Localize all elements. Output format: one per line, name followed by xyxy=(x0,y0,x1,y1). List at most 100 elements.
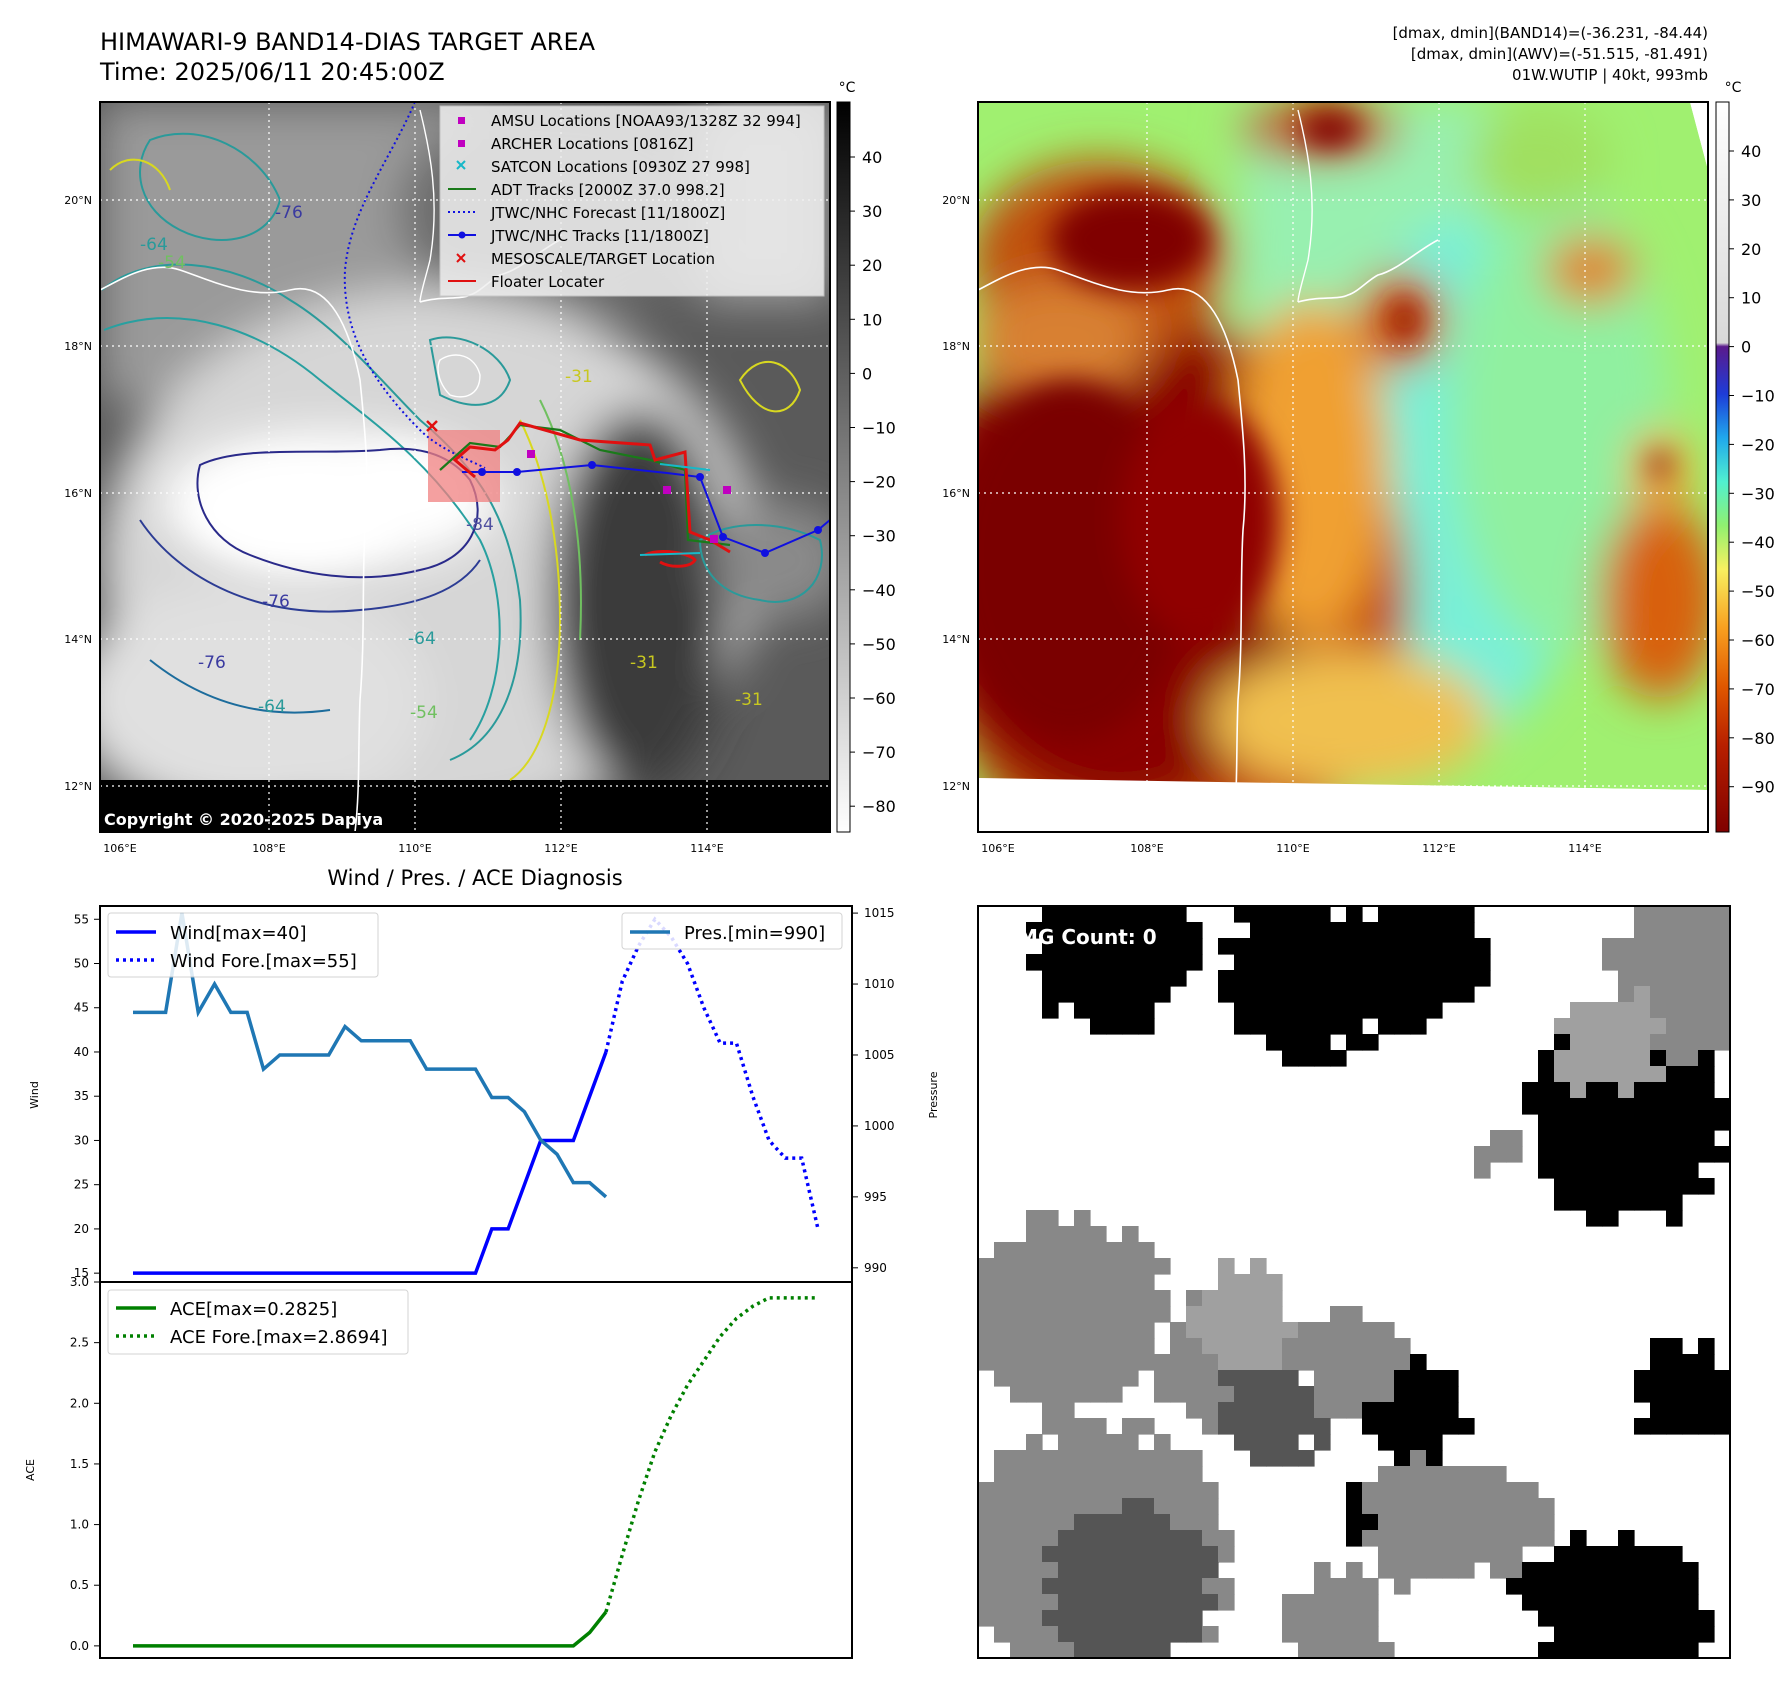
wmg-cell xyxy=(1650,1066,1667,1083)
wmg-cell xyxy=(1666,970,1683,987)
wmg-cell xyxy=(1666,1386,1683,1403)
wmg-cell xyxy=(1074,1498,1091,1515)
wmg-cell xyxy=(1090,1290,1107,1307)
wmg-cell xyxy=(1058,1322,1075,1339)
svg-text:°C: °C xyxy=(839,80,856,96)
wmg-cell xyxy=(1410,1498,1427,1515)
wmg-cell xyxy=(1298,1594,1315,1611)
wmg-cell xyxy=(1442,1482,1459,1499)
wmg-cell xyxy=(1250,1002,1267,1019)
wmg-cell xyxy=(1218,1594,1235,1611)
wmg-cell xyxy=(1506,1530,1523,1547)
wmg-cell xyxy=(1666,1082,1683,1099)
wmg-cell xyxy=(1298,1338,1315,1355)
wmg-cell xyxy=(1090,1274,1107,1291)
wmg-cell xyxy=(1554,1146,1571,1163)
wmg-cell xyxy=(978,1610,995,1627)
wmg-cell xyxy=(1586,1002,1603,1019)
svg-text:20°N: 20°N xyxy=(64,194,92,207)
wmg-cell xyxy=(978,1498,995,1515)
wmg-cell xyxy=(1362,1370,1379,1387)
awv-colorbar-tick: −50 xyxy=(1741,582,1775,601)
wmg-cell xyxy=(1122,1514,1139,1531)
wmg-cell xyxy=(1186,1578,1203,1595)
wmg-cell xyxy=(1570,1066,1587,1083)
wmg-cell xyxy=(1074,1610,1091,1627)
wmg-cell xyxy=(1442,938,1459,955)
wmg-cell xyxy=(1490,1482,1507,1499)
wmg-cell xyxy=(1682,1082,1699,1099)
legend-ace: ACE[max=0.2825] xyxy=(170,1299,337,1320)
wmg-cell xyxy=(1026,1226,1043,1243)
ir-colorbar-tick: −30 xyxy=(862,527,896,546)
wmg-cell xyxy=(1090,1546,1107,1563)
wmg-cell xyxy=(1378,1338,1395,1355)
wmg-cell xyxy=(1506,1146,1523,1163)
wmg-cell xyxy=(1282,1626,1299,1643)
wmg-cell xyxy=(1186,1626,1203,1643)
wmg-cell xyxy=(1666,1178,1683,1195)
wmg-cell xyxy=(1394,986,1411,1003)
wmg-cell xyxy=(1618,1530,1635,1547)
wmg-cell xyxy=(1202,1530,1219,1547)
wmg-cell xyxy=(1442,1498,1459,1515)
wmg-cell xyxy=(1266,1450,1283,1467)
wmg-cell xyxy=(1186,1386,1203,1403)
wmg-cell xyxy=(1618,986,1635,1003)
wmg-cell xyxy=(1378,1002,1395,1019)
wmg-cell xyxy=(1058,1482,1075,1499)
svg-text:-64: -64 xyxy=(140,235,168,255)
wmg-cell xyxy=(1186,1306,1203,1323)
wmg-cell xyxy=(1602,1130,1619,1147)
ir-colorbar: °C 40 30 20 10 0 −10 −20 −30 −40 −50 −60 −70 −80 xyxy=(836,80,896,833)
wmg-cell xyxy=(1010,1626,1027,1643)
svg-text:108°E: 108°E xyxy=(252,842,285,855)
wmg-cell xyxy=(1074,1482,1091,1499)
wmg-cell xyxy=(1666,1610,1683,1627)
wmg-cell xyxy=(1042,1386,1059,1403)
wmg-cell xyxy=(1234,1402,1251,1419)
wmg-cell xyxy=(1602,1146,1619,1163)
wmg-cell xyxy=(1106,1594,1123,1611)
wind-axis-label: Wind xyxy=(28,1081,41,1109)
wmg-cell xyxy=(1234,1434,1251,1451)
wmg-cell xyxy=(1474,1498,1491,1515)
wmg-cell xyxy=(1586,1146,1603,1163)
wmg-cell xyxy=(1106,1530,1123,1547)
wmg-cell xyxy=(1698,1402,1715,1419)
wmg-cell xyxy=(1138,1610,1155,1627)
wmg-cell xyxy=(1042,1450,1059,1467)
wmg-cell xyxy=(1586,1194,1603,1211)
wmg-cell xyxy=(1010,1610,1027,1627)
wmg-cell xyxy=(1618,1610,1635,1627)
wind-tick: 15 xyxy=(74,1266,89,1280)
wmg-cell xyxy=(1010,1642,1027,1659)
wmg-cell xyxy=(1346,1386,1363,1403)
svg-text:106°E: 106°E xyxy=(981,842,1014,855)
wmg-cell xyxy=(1586,1626,1603,1643)
wmg-cell xyxy=(1218,970,1235,987)
wmg-cell xyxy=(1634,1370,1651,1387)
wmg-cell xyxy=(1090,1642,1107,1659)
wmg-cell xyxy=(1042,1578,1059,1595)
wmg-cell xyxy=(1186,1466,1203,1483)
wmg-cell xyxy=(1346,986,1363,1003)
wmg-cell xyxy=(1458,1498,1475,1515)
wmg-cell xyxy=(1314,1338,1331,1355)
wmg-cell xyxy=(1698,1610,1715,1627)
wmg-cell xyxy=(1426,1402,1443,1419)
wmg-cell xyxy=(1266,1386,1283,1403)
amsu-archer-points xyxy=(527,450,731,543)
wmg-cell xyxy=(1426,938,1443,955)
wmg-cell xyxy=(1122,1418,1139,1435)
wmg-cell xyxy=(1010,1242,1027,1259)
svg-text:114°E: 114°E xyxy=(1568,842,1601,855)
wmg-cell xyxy=(1186,1610,1203,1627)
wmg-cell xyxy=(1122,1002,1139,1019)
wmg-cell xyxy=(1618,1626,1635,1643)
wmg-cell xyxy=(1666,1034,1683,1051)
wmg-cell xyxy=(1122,1018,1139,1035)
wmg-cell xyxy=(1394,1578,1411,1595)
wmg-cell xyxy=(1634,1418,1651,1435)
wmg-cell xyxy=(1666,1402,1683,1419)
